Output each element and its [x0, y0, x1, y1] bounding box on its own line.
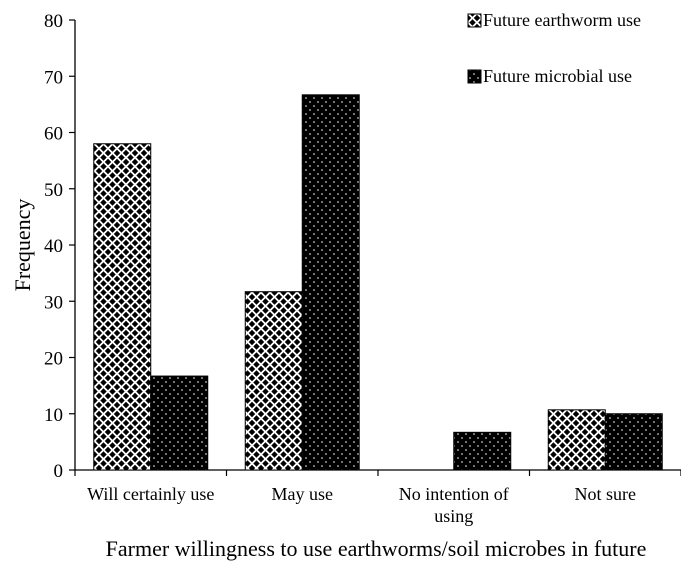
y-tick-label: 20 — [44, 349, 63, 370]
bar-microbial-0 — [150, 375, 209, 471]
category-label: No intention of using — [399, 484, 509, 526]
y-tick-label: 40 — [44, 236, 63, 257]
category-label: May use — [272, 484, 334, 504]
category-label: Not sure — [575, 484, 637, 504]
y-axis-title: Frequency — [10, 199, 35, 292]
bar-microbial-1 — [301, 94, 360, 471]
bar-microbial-3 — [604, 413, 663, 471]
category-label: Will certainly use — [87, 484, 214, 504]
y-tick-label: 10 — [44, 405, 63, 426]
legend: Future earthworm use Future microbial use — [467, 10, 641, 86]
legend-swatch — [467, 13, 482, 28]
category-labels: Will certainly use May use No intention of… — [87, 484, 636, 526]
legend-label: Future earthworm use — [483, 10, 641, 30]
legend-swatch — [467, 69, 482, 84]
bars — [93, 94, 663, 471]
bar-earthworm-0 — [93, 143, 152, 471]
y-tick-label: 30 — [44, 292, 63, 313]
tick-labels: 0 10 20 30 40 50 60 70 80 — [44, 11, 681, 482]
legend-label: Future microbial use — [483, 66, 632, 86]
bar-earthworm-3 — [547, 409, 606, 471]
x-axis-title: Farmer willingness to use earthworms/soi… — [106, 536, 647, 561]
y-tick-label: 0 — [54, 461, 64, 482]
y-tick-label: 70 — [44, 67, 63, 88]
y-tick-label: 50 — [44, 180, 63, 201]
y-tick-label: 60 — [44, 124, 63, 145]
y-tick-label: 80 — [44, 11, 63, 32]
bar-microbial-2 — [453, 431, 512, 471]
bar-earthworm-1 — [244, 291, 303, 471]
